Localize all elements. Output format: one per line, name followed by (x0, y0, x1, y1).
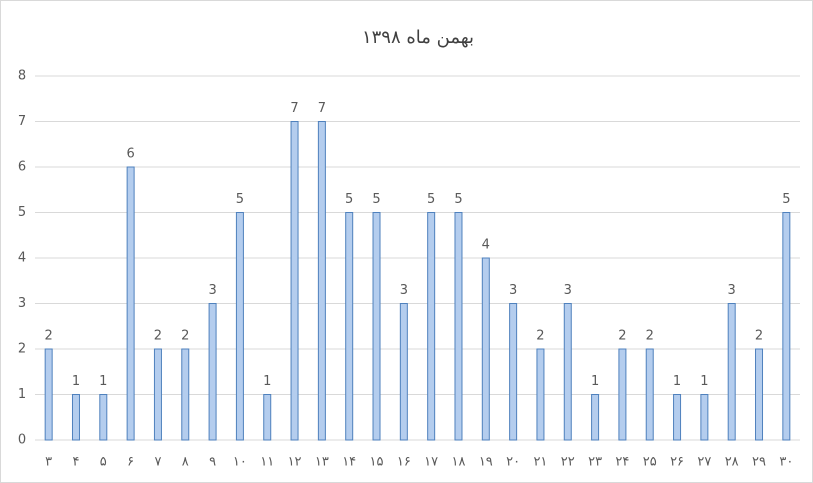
y-tick-label: 6 (18, 160, 26, 175)
data-label: 1 (99, 374, 107, 389)
bar (645, 348, 654, 441)
data-label: 1 (700, 374, 708, 389)
bar (290, 121, 299, 441)
bar (782, 212, 791, 441)
data-label: 5 (782, 192, 790, 207)
data-label: 5 (454, 192, 462, 207)
bar (700, 394, 709, 441)
x-tick-label: ۳۰ (779, 455, 793, 470)
x-tick-label: ۴ (72, 455, 79, 470)
x-tick-label: ۱۱ (260, 455, 274, 470)
data-label: 3 (400, 283, 408, 298)
y-tick-label: 0 (18, 433, 26, 448)
bar (509, 303, 518, 441)
y-tick-label: 8 (18, 69, 26, 84)
x-tick-label: ۱۹ (479, 455, 493, 470)
x-tick-label: ۶ (127, 455, 134, 470)
data-label: 3 (509, 283, 517, 298)
x-tick-label: ۱۵ (370, 455, 384, 470)
x-tick-label: ۲۸ (725, 455, 739, 470)
bar (536, 348, 545, 441)
x-tick-label: ۲۱ (533, 455, 547, 470)
y-tick-label: 7 (18, 114, 26, 129)
bar (372, 212, 381, 441)
x-tick-label: ۳ (45, 455, 52, 470)
bar (454, 212, 463, 441)
bar (399, 303, 408, 441)
bar (673, 394, 682, 441)
data-label: 3 (728, 283, 736, 298)
x-tick-label: ۲۵ (643, 455, 657, 470)
data-label: 1 (72, 374, 80, 389)
data-label: 5 (345, 192, 353, 207)
data-label: 4 (482, 238, 490, 253)
data-label: 6 (126, 147, 134, 162)
bar (727, 303, 736, 441)
x-tick-label: ۲۰ (506, 455, 520, 470)
data-label: 1 (673, 374, 681, 389)
bar (345, 212, 354, 441)
x-tick-label: ۲۶ (670, 455, 684, 470)
y-tick-label: 4 (18, 251, 26, 266)
x-tick-label: ۲۴ (615, 455, 629, 470)
data-label: 2 (646, 329, 654, 344)
bar (481, 257, 490, 441)
data-label: 2 (618, 329, 626, 344)
y-tick-label: 1 (18, 387, 26, 402)
x-tick-label: ۱۴ (342, 455, 356, 470)
x-tick-label: ۲۹ (752, 455, 766, 470)
data-label: 2 (536, 329, 544, 344)
bar (235, 212, 244, 441)
x-tick-label: ۵ (100, 455, 107, 470)
bar (427, 212, 436, 441)
chart-title: بهمن ماه ۱۳۹۸ (362, 27, 474, 48)
data-label: 5 (236, 192, 244, 207)
data-label: 5 (372, 192, 380, 207)
bar (317, 121, 326, 441)
bar (755, 348, 764, 441)
x-tick-label: ۷ (154, 455, 161, 470)
bar (71, 394, 80, 441)
bar (153, 348, 162, 441)
data-label: 2 (755, 329, 763, 344)
x-tick-label: ۲۷ (697, 455, 711, 470)
data-label: 2 (181, 329, 189, 344)
y-tick-label: 5 (18, 205, 26, 220)
x-tick-label: ۲۳ (588, 455, 602, 470)
data-label: 7 (318, 101, 326, 116)
bar (208, 303, 217, 441)
x-tick-label: ۸ (182, 455, 189, 470)
data-label: 1 (591, 374, 599, 389)
data-label: 1 (263, 374, 271, 389)
data-label: 3 (208, 283, 216, 298)
x-tick-label: ۱۸ (451, 455, 465, 470)
y-tick-label: 3 (18, 296, 26, 311)
data-label: 2 (45, 329, 53, 344)
x-tick-label: ۱۲ (288, 455, 302, 470)
data-label: 5 (427, 192, 435, 207)
x-tick-label: ۱۷ (424, 455, 438, 470)
x-tick-label: ۲۲ (561, 455, 575, 470)
bar (563, 303, 572, 441)
x-tick-label: ۱۰ (233, 455, 247, 470)
bar (591, 394, 600, 441)
bar (181, 348, 190, 441)
x-tick-label: ۹ (209, 455, 216, 470)
x-tick-label: ۱۳ (315, 455, 329, 470)
data-label: 3 (564, 283, 572, 298)
bar (263, 394, 272, 441)
data-label: 2 (154, 329, 162, 344)
bar (618, 348, 627, 441)
bar (44, 348, 53, 441)
x-tick-label: ۱۶ (397, 455, 411, 470)
bar (99, 394, 108, 441)
bar (126, 166, 135, 441)
y-tick-label: 2 (18, 342, 26, 357)
data-label: 7 (290, 101, 298, 116)
